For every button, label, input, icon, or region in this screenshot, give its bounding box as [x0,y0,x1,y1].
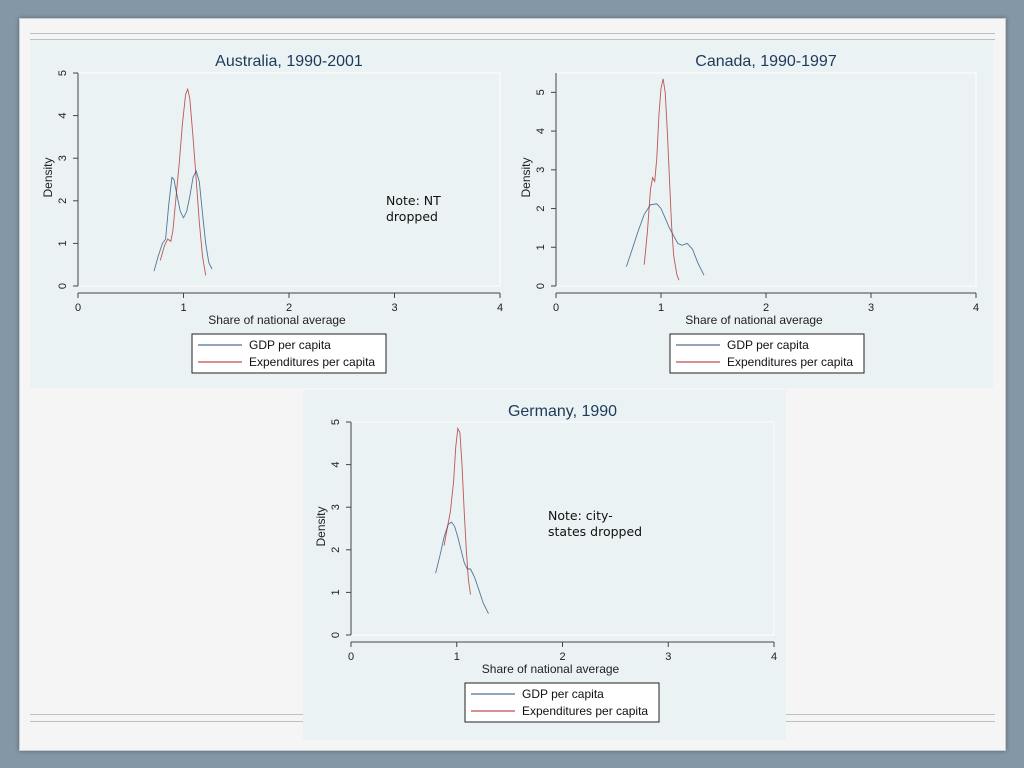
series-line-gdp-per-capita [153,169,213,272]
y-tick-label: 1 [535,244,547,250]
chart-title: Canada, 1990-1997 [695,53,837,70]
y-tick-label: 5 [535,89,547,95]
chart-panel-2: Canada, 1990-1997 0 1 2 3 4 0 1 2 3 4 5 Share of nat… [519,53,979,374]
x-axis-label: Share of national average [482,662,620,676]
series-line-expenditures-per-capita [643,78,680,281]
x-tick-label: 1 [454,651,460,663]
series-line-gdp-per-capita [435,521,489,614]
y-tick-label: 5 [330,419,342,425]
x-tick-label: 0 [75,302,81,314]
legend-entry: Expenditures per capita [522,704,648,718]
slide-rule-top [30,33,995,34]
legend-entry: GDP per capita [522,687,604,701]
y-tick-label: 1 [57,240,69,246]
y-tick-label: 3 [57,155,69,161]
y-axis-label: Density [41,157,55,197]
x-tick-label: 0 [348,651,354,663]
chart-panel-3: Germany, 1990 0 1 2 3 4 0 1 2 3 4 5 Share of nationa… [303,390,786,740]
chart-title: Germany, 1990 [508,403,617,420]
y-tick-label: 2 [330,547,342,553]
y-tick-label: 3 [330,504,342,510]
legend-box [669,333,865,374]
x-tick-label: 4 [497,302,503,314]
x-tick-label: 4 [771,651,777,663]
legend-entry: GDP per capita [249,338,331,352]
legend-entry: Expenditures per capita [727,355,853,369]
x-tick-label: 3 [665,651,671,663]
x-tick-label: 1 [658,302,664,314]
y-tick-label: 0 [535,283,547,289]
y-tick-label: 2 [57,198,69,204]
series-line-gdp-per-capita [625,203,705,276]
y-tick-label: 0 [57,283,69,289]
x-axis-label: Share of national average [685,313,823,327]
x-tick-label: 3 [391,302,397,314]
y-axis-label: Density [519,157,533,197]
x-tick-label: 2 [559,651,565,663]
plot-area [350,421,775,636]
y-tick-label: 4 [330,462,342,468]
slide-rule-top-2 [30,39,995,40]
x-tick-label: 1 [180,302,186,314]
x-tick-label: 2 [763,302,769,314]
y-tick-label: 2 [535,205,547,211]
x-axis-label: Share of national average [208,313,346,327]
x-tick-label: 3 [868,302,874,314]
y-tick-label: 5 [57,70,69,76]
y-axis-label: Density [314,506,328,546]
chart-note: Note: city- [548,508,613,523]
chart-panel-1: Australia, 1990-2001 0 1 2 3 4 0 1 2 3 4 5 Share of … [41,53,503,374]
legend-box [191,333,387,374]
x-tick-label: 0 [553,302,559,314]
legend-box [464,682,660,723]
chart-note: states dropped [548,524,642,539]
chart-note: Note: NT [386,193,441,208]
y-tick-label: 3 [535,167,547,173]
chart-title: Australia, 1990-2001 [215,53,363,70]
series-line-expenditures-per-capita [159,87,207,276]
y-tick-label: 4 [535,128,547,134]
plot-area [77,72,501,287]
legend-entry: GDP per capita [727,338,809,352]
legend-entry: Expenditures per capita [249,355,375,369]
y-tick-label: 4 [57,113,69,119]
x-tick-label: 2 [286,302,292,314]
y-tick-label: 1 [330,589,342,595]
series-line-expenditures-per-capita [443,426,471,595]
y-tick-label: 0 [330,632,342,638]
x-tick-label: 4 [973,302,979,314]
chart-note: dropped [386,209,438,224]
plot-area [555,72,977,287]
